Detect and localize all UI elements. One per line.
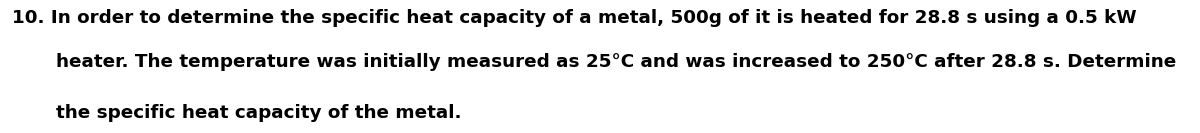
Text: 10. In order to determine the specific heat capacity of a metal, 500g of it is h: 10. In order to determine the specific h… <box>12 9 1136 27</box>
Text: the specific heat capacity of the metal.: the specific heat capacity of the metal. <box>56 104 462 122</box>
Text: heater. The temperature was initially measured as 25°C and was increased to 250°: heater. The temperature was initially me… <box>56 53 1177 71</box>
